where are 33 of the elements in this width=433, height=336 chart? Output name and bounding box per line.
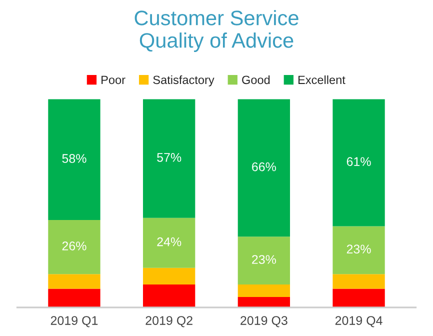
bar (238, 99, 290, 237)
data-label: 58% (62, 154, 86, 163)
data-label: 57% (157, 153, 182, 162)
x-tick-label: 2019 Q4 (335, 316, 382, 328)
bar (332, 99, 385, 226)
bar (48, 288, 100, 308)
data-label: 24% (157, 237, 182, 246)
data-label: 61% (346, 157, 371, 166)
bar (332, 288, 385, 308)
bar (332, 226, 385, 274)
legend-label: Poor (102, 76, 126, 84)
bar (142, 218, 196, 268)
x-tick-label: 2019 Q3 (240, 316, 288, 328)
bar (48, 274, 100, 289)
bar (332, 274, 385, 289)
bar (142, 284, 196, 308)
legend-label: Satisfactory (153, 75, 214, 86)
data-label: 23% (346, 244, 371, 254)
bar (238, 284, 290, 298)
data-label: 23% (252, 255, 276, 264)
x-tick-label: 2019 Q2 (146, 316, 192, 328)
data-label: 66% (252, 162, 276, 172)
data-label: 26% (62, 242, 86, 250)
x-tick-label: 2019 Q1 (50, 316, 98, 328)
bar (48, 220, 100, 274)
legend-label: Good (242, 75, 270, 84)
chart-title: Customer Service Quality of Advice (134, 10, 298, 52)
bar (142, 268, 196, 285)
bar (142, 99, 196, 218)
legend-label: Excellent (298, 75, 346, 84)
bar (238, 297, 290, 308)
bar (238, 236, 290, 285)
bar (48, 99, 100, 220)
